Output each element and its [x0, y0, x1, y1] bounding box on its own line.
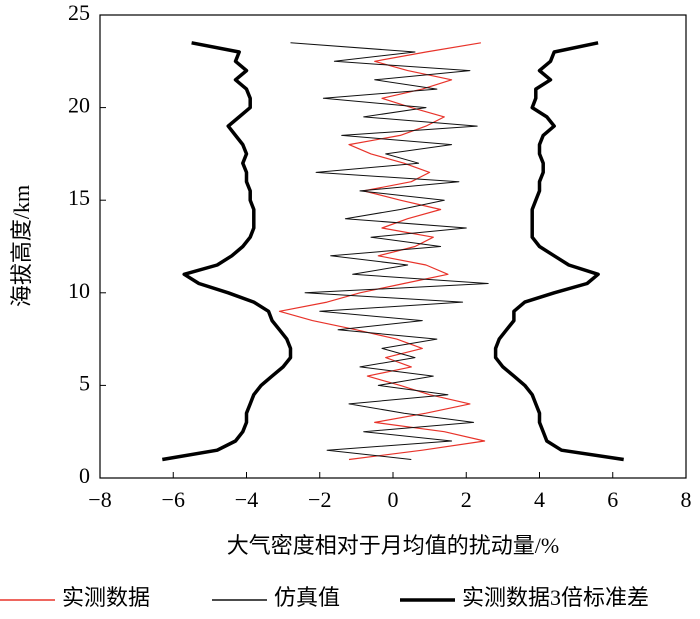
profile-line	[162, 41, 293, 462]
x-tick-label: −6	[162, 487, 185, 512]
profile-line	[290, 42, 489, 460]
y-tick-label: 5	[79, 370, 90, 395]
x-tick-label: −8	[88, 487, 111, 512]
legend-label: 实测数据3倍标准差	[462, 585, 649, 610]
x-tick-label: 8	[681, 487, 692, 512]
y-tick-label: 0	[79, 463, 90, 488]
y-tick-label: 15	[68, 185, 90, 210]
x-tick-label: 6	[607, 487, 618, 512]
x-axis-label: 大气密度相对于月均值的扰动量/%	[227, 533, 559, 558]
x-tick-label: −2	[308, 487, 331, 512]
x-tick-label: −4	[235, 487, 258, 512]
y-tick-label: 20	[68, 93, 90, 118]
legend-label: 仿真值	[274, 585, 340, 610]
x-tick-label: 0	[388, 487, 399, 512]
y-axis-label: 海拔高度/km	[9, 185, 34, 307]
plot-frame	[99, 14, 687, 479]
legend-label: 实测数据	[62, 585, 150, 610]
x-tick-label: 2	[461, 487, 472, 512]
profile-line	[493, 41, 624, 462]
y-tick-label: 10	[68, 278, 90, 303]
x-tick-label: 4	[534, 487, 545, 512]
y-tick-label: 25	[68, 0, 90, 25]
